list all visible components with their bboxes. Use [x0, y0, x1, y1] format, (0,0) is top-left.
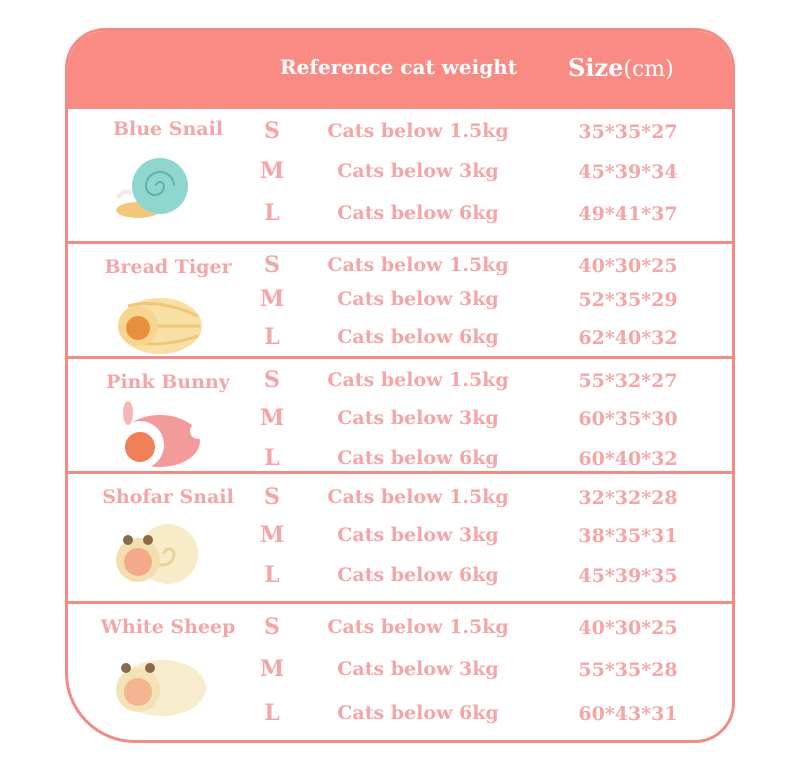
size-code: M [259, 286, 285, 312]
product-name: Bread Tiger [104, 256, 232, 278]
size-code: M [259, 522, 285, 548]
dimensions: 45*39*34 [578, 161, 678, 183]
size-code: S [264, 614, 280, 640]
product-section: Blue Snail S Cats below 1.5kg 35*35*27 M… [68, 106, 732, 241]
dimensions: 55*32*27 [578, 370, 678, 392]
size-code: S [264, 484, 280, 510]
cat-weight: Cats below 3kg [337, 658, 499, 680]
cat-weight: Cats below 6kg [337, 564, 499, 586]
size-column-header: Size(cm) [568, 53, 674, 82]
cat-weight: Cats below 6kg [337, 202, 499, 224]
dimensions: 40*30*25 [578, 255, 678, 277]
product-section: Shofar Snail S Cats below 1.5kg 32*32*28… [68, 471, 732, 601]
size-unit: (cm) [623, 57, 674, 82]
size-code: M [259, 158, 285, 184]
size-label: Size [568, 53, 624, 82]
size-code: M [259, 656, 285, 682]
cat-weight: Cats below 3kg [337, 407, 499, 429]
dimensions: 60*35*30 [578, 408, 678, 430]
product-name: Blue Snail [112, 118, 224, 140]
size-row: L Cats below 6kg 45*39*35 [68, 562, 732, 592]
cat-weight: Cats below 3kg [337, 524, 499, 546]
cat-weight: Cats below 3kg [337, 288, 499, 310]
dimensions: 62*40*32 [578, 327, 678, 349]
dimensions: 38*35*31 [578, 525, 678, 547]
weight-column-header: Reference cat weight [280, 55, 517, 79]
cat-weight: Cats below 6kg [337, 702, 499, 724]
size-chart: Reference cat weight Size(cm) Blue Snail… [65, 28, 735, 743]
dimensions: 35*35*27 [578, 121, 678, 143]
size-row: M Cats below 3kg 52*35*29 [68, 286, 732, 316]
size-code: L [264, 200, 280, 226]
shofar-snail-bed-icon [116, 524, 198, 584]
product-name: Pink Bunny [106, 371, 230, 393]
white-sheep-bed-icon [116, 660, 206, 716]
size-row: M Cats below 3kg 55*35*28 [68, 656, 732, 686]
size-row: L Cats below 6kg 60*43*31 [68, 700, 732, 730]
dimensions: 40*30*25 [578, 617, 678, 639]
dimensions: 60*40*32 [578, 448, 678, 470]
size-code: S [264, 252, 280, 278]
size-code: S [264, 118, 280, 144]
size-row: L Cats below 6kg 60*40*32 [68, 445, 732, 475]
size-row: S Cats below 1.5kg 55*32*27 [68, 367, 732, 397]
pink-bunny-bed-icon [116, 401, 206, 469]
cat-weight: Cats below 1.5kg [327, 120, 509, 142]
dimensions: 52*35*29 [578, 289, 678, 311]
cat-weight: Cats below 1.5kg [327, 616, 509, 638]
size-row: M Cats below 3kg 45*39*34 [68, 158, 732, 188]
cat-weight: Cats below 6kg [337, 447, 499, 469]
size-code: L [264, 324, 280, 350]
size-row: M Cats below 3kg 60*35*30 [68, 405, 732, 435]
size-code: L [264, 562, 280, 588]
size-code: L [264, 445, 280, 471]
product-name: White Sheep [100, 616, 236, 638]
size-row: M Cats below 3kg 38*35*31 [68, 522, 732, 552]
bread-tiger-bed-icon [118, 298, 202, 354]
size-row: S Cats below 1.5kg 32*32*28 [68, 484, 732, 514]
size-code: M [259, 405, 285, 431]
table-header: Reference cat weight Size(cm) [68, 31, 732, 109]
cat-weight: Cats below 1.5kg [327, 254, 509, 276]
cat-weight: Cats below 1.5kg [327, 369, 509, 391]
product-section: Pink Bunny S Cats below 1.5kg 55*32*27 M… [68, 356, 732, 471]
size-row: S Cats below 1.5kg 40*30*25 [68, 614, 732, 644]
blue-snail-bed-icon [115, 158, 188, 218]
product-name: Shofar Snail [102, 486, 234, 508]
dimensions: 60*43*31 [578, 703, 678, 725]
size-code: S [264, 367, 280, 393]
cat-weight: Cats below 3kg [337, 160, 499, 182]
dimensions: 49*41*37 [578, 203, 678, 225]
product-section: Bread Tiger S Cats below 1.5kg 40*30*25 … [68, 241, 732, 356]
size-row: L Cats below 6kg 49*41*37 [68, 200, 732, 230]
product-section: White Sheep S Cats below 1.5kg 40*30*25 … [68, 601, 732, 740]
cat-weight: Cats below 6kg [337, 326, 499, 348]
size-row: S Cats below 1.5kg 40*30*25 [68, 252, 732, 282]
size-row: L Cats below 6kg 62*40*32 [68, 324, 732, 354]
dimensions: 55*35*28 [578, 659, 678, 681]
dimensions: 45*39*35 [578, 565, 678, 587]
dimensions: 32*32*28 [578, 487, 678, 509]
size-code: L [264, 700, 280, 726]
cat-weight: Cats below 1.5kg [327, 486, 509, 508]
size-row: S Cats below 1.5kg 35*35*27 [68, 118, 732, 148]
